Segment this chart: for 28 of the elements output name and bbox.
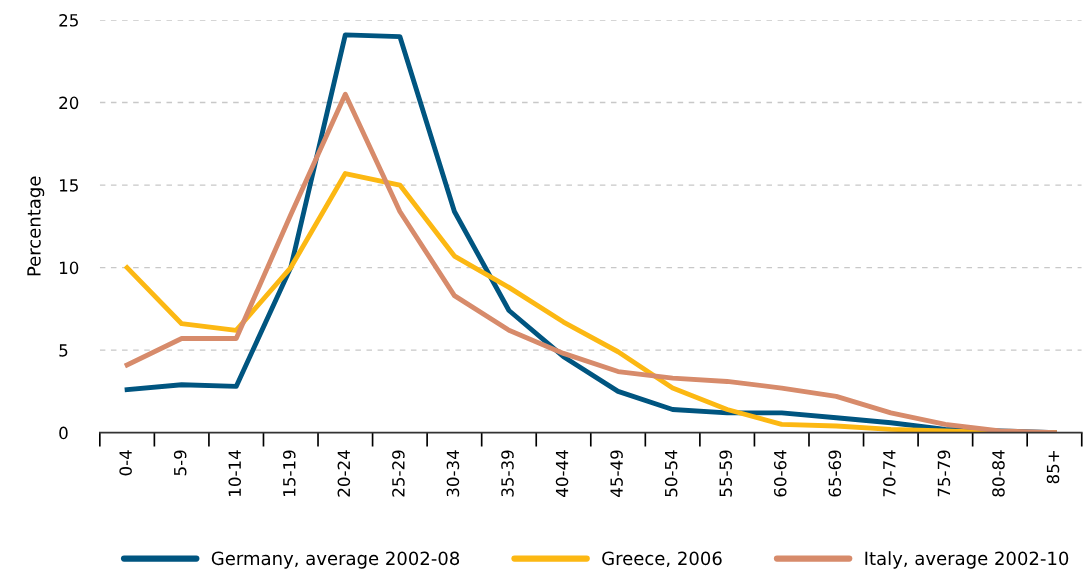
- x-tick-label: 20-24: [337, 450, 351, 497]
- x-tick-label: 50-54: [664, 450, 678, 497]
- legend-label: Germany, average 2002-08: [211, 551, 460, 569]
- x-tick-label: 70-74: [883, 450, 896, 497]
- legend-label: Italy, average 2002-10: [865, 551, 1069, 569]
- y-axis-title: Percentage: [27, 176, 45, 276]
- x-tick-label: 35-39: [501, 450, 514, 497]
- x-tick-label: 10-14: [228, 450, 242, 496]
- x-tick-label: 0-4: [119, 450, 132, 476]
- x-tick-label: 65-69: [828, 450, 842, 497]
- x-tick-label: 15-19: [282, 450, 296, 496]
- x-tick-label: 45-49: [610, 450, 623, 497]
- y-tick-label: 25: [59, 14, 78, 27]
- legend-label: Greece, 2006: [602, 551, 722, 567]
- y-tick-label: 5: [59, 344, 68, 357]
- y-tick-label: 0: [59, 426, 68, 440]
- x-tick-label: 60-64: [773, 450, 787, 497]
- y-tick-label: 20: [59, 96, 79, 110]
- x-tick-label: 85+: [1046, 451, 1060, 484]
- x-tick-label: 80-84: [992, 450, 1005, 497]
- y-tick-label: 10: [59, 261, 79, 275]
- x-tick-label: 40-44: [555, 450, 569, 497]
- x-tick-label: 30-34: [446, 450, 460, 497]
- x-tick-label: 25-29: [392, 450, 405, 497]
- y-tick-label: 15: [59, 179, 78, 192]
- x-tick-label: 75-79: [937, 450, 951, 497]
- x-tick-label: 55-59: [719, 450, 732, 497]
- x-tick-label: 5-9: [173, 450, 187, 476]
